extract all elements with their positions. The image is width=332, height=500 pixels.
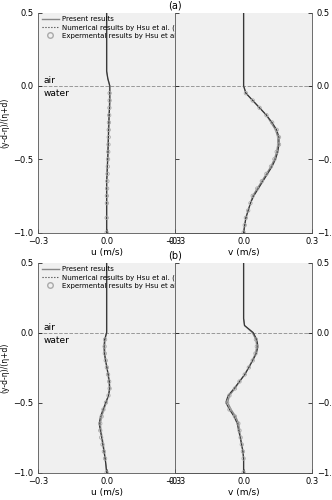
Point [237,426,242,434]
Point [253,350,258,358]
Legend: Present results, Numerical results by Hsu et al. (2014), Expermental results by : Present results, Numerical results by Hs… [42,16,205,39]
Text: water: water [44,336,69,344]
Point [237,378,242,386]
Point [241,454,246,462]
Point [103,356,108,364]
Point [107,104,112,112]
X-axis label: v (m/s): v (m/s) [228,248,259,257]
Point [102,350,108,358]
Point [248,199,253,207]
Point [107,384,112,392]
Point [259,177,265,185]
Point [104,228,109,236]
Point [250,356,255,364]
Point [106,126,111,134]
Point [242,221,247,229]
Point [276,133,282,141]
Point [106,148,111,156]
Point [232,384,238,392]
Point [253,336,259,344]
Point [104,364,110,372]
Point [106,133,111,141]
Y-axis label: (y-d-η)/(η+d): (y-d-η)/(η+d) [0,98,9,148]
Point [243,214,249,222]
Point [104,199,110,207]
Point [241,228,246,236]
Point [239,440,244,448]
Point [246,364,252,372]
Text: air: air [44,323,55,332]
Text: (a): (a) [168,0,182,10]
Point [264,170,269,178]
Point [254,342,260,350]
Point [105,155,111,163]
Point [101,406,106,413]
Point [227,406,232,413]
Point [240,448,246,456]
Text: water: water [44,90,69,98]
Point [99,434,104,442]
Point [98,420,103,428]
Point [250,96,255,104]
Point [106,118,112,126]
Point [105,370,111,378]
Point [102,454,108,462]
Text: (b): (b) [168,250,182,260]
Point [243,89,249,97]
Point [268,162,274,170]
Point [255,184,260,192]
Point [105,162,111,170]
Point [107,96,112,104]
Point [104,192,110,200]
Point [236,420,241,428]
Y-axis label: (y-d-η)/(η+d): (y-d-η)/(η+d) [0,342,9,392]
Point [250,192,255,200]
Point [105,184,110,192]
Point [98,426,103,434]
X-axis label: u (m/s): u (m/s) [91,488,123,497]
Point [107,111,112,119]
Point [257,104,262,112]
Point [107,89,112,97]
X-axis label: v (m/s): v (m/s) [228,488,259,497]
Point [264,111,269,119]
Point [242,370,247,378]
Point [270,118,275,126]
Point [246,206,251,214]
Point [99,412,104,420]
Point [102,342,107,350]
Point [276,140,282,148]
Point [232,412,238,420]
Point [106,392,111,400]
X-axis label: u (m/s): u (m/s) [91,248,123,257]
Point [238,434,243,442]
Point [241,468,246,476]
Point [105,177,110,185]
Point [274,126,279,134]
Point [102,336,108,344]
Legend: Present results, Numerical results by Hsu et al. (2014), Expermental results by : Present results, Numerical results by Hs… [42,266,205,289]
Point [107,378,112,386]
Point [105,170,110,178]
Point [100,440,105,448]
Point [101,448,107,456]
Point [104,214,109,222]
Point [272,155,277,163]
Point [106,140,111,148]
Text: air: air [44,76,55,85]
Point [227,392,232,400]
Point [224,398,230,406]
Point [104,468,109,476]
Point [103,398,109,406]
Point [274,148,279,156]
